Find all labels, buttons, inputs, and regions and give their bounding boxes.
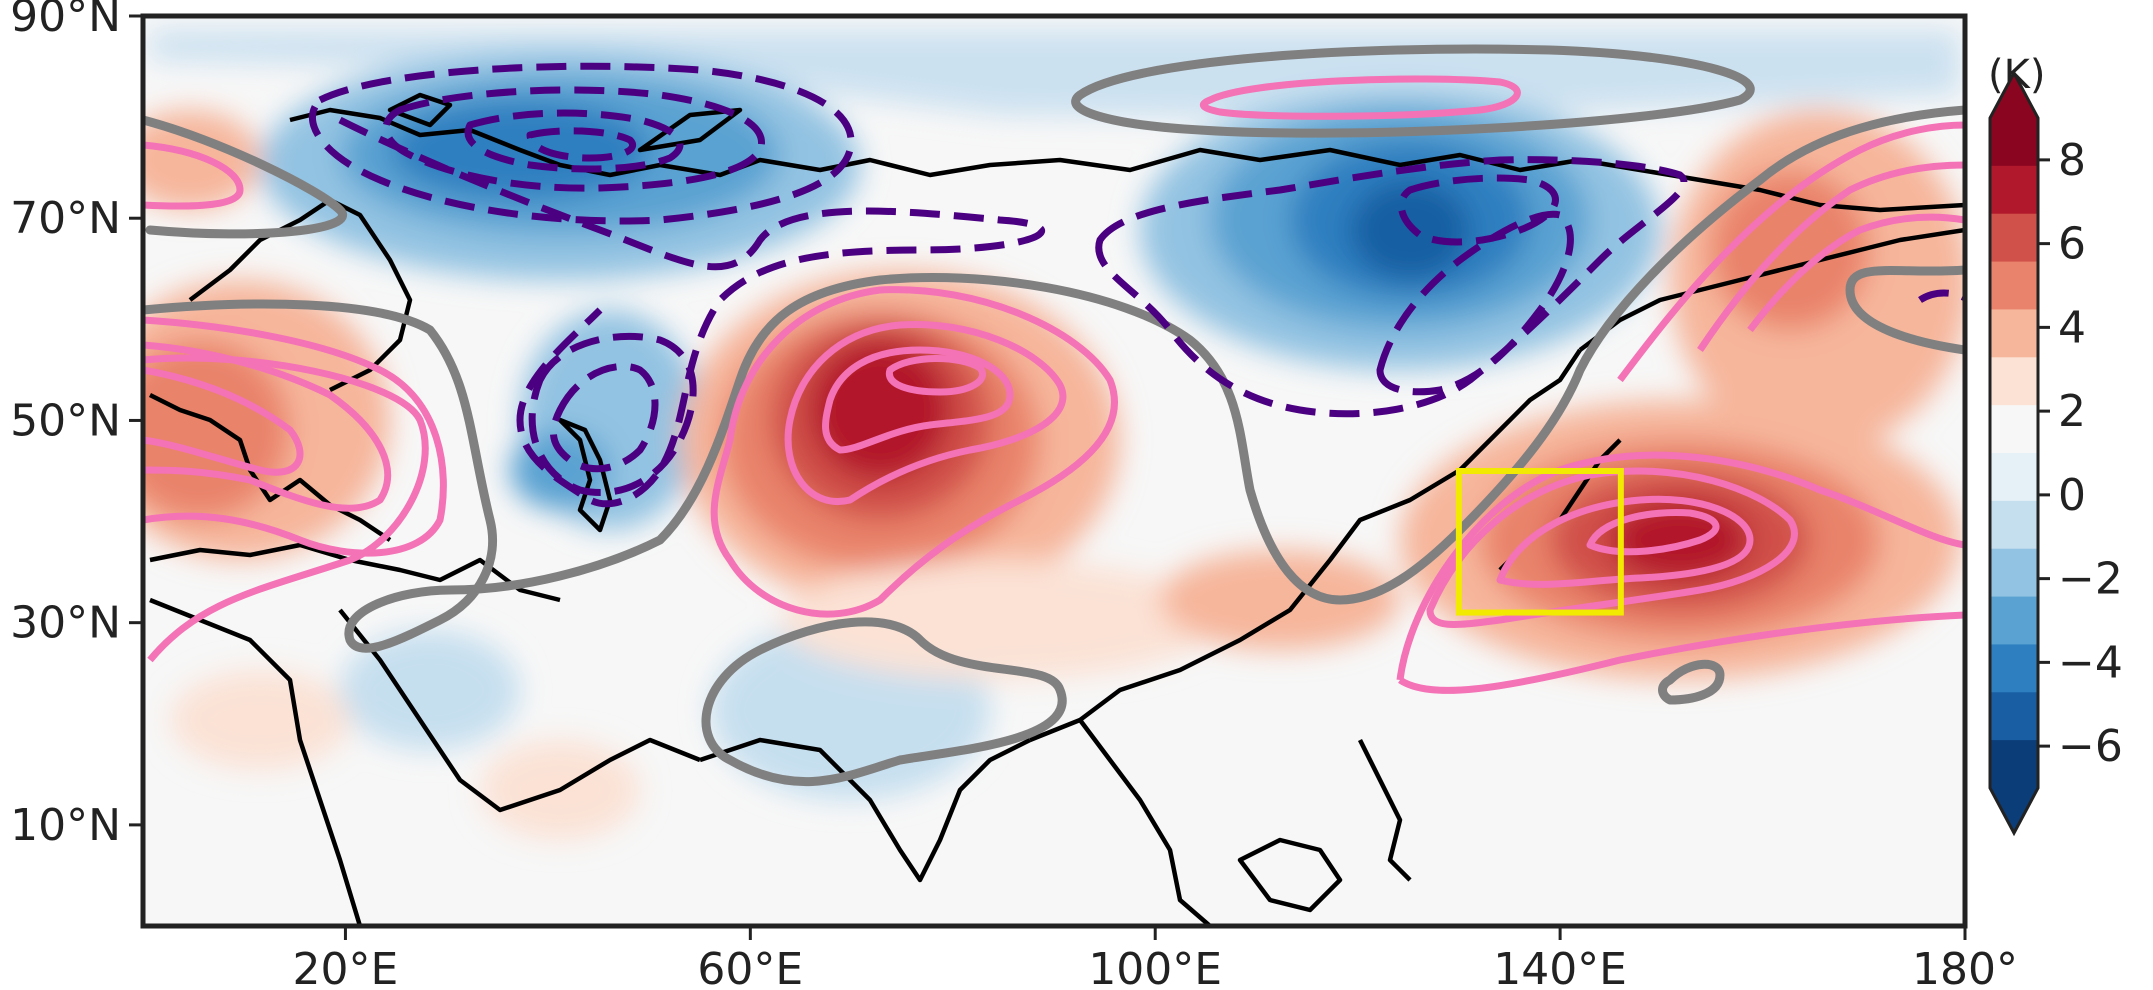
positive-contour-east-2	[1697, 161, 1965, 352]
positive-contour-europe-3	[143, 366, 304, 476]
y-tick-label: 90°N	[10, 0, 121, 42]
colorbar-band	[1990, 548, 2038, 598]
colorbar-band	[1990, 740, 2038, 789]
negative-contour-caspian-1	[528, 332, 697, 497]
positive-contour-europe-2	[143, 341, 392, 512]
positive-contour-east-1	[1617, 121, 1965, 383]
coastline-philippines	[1357, 738, 1412, 882]
colorbar-tick-label: −6	[2058, 721, 2123, 772]
colorbar-band	[1990, 500, 2038, 550]
coastline-arabia	[338, 608, 701, 813]
positive-contour-nw	[143, 141, 244, 210]
positive-contour-east-3	[1747, 213, 1965, 333]
colorbar-band	[1990, 692, 2038, 741]
negative-contour-barents-1	[309, 62, 855, 225]
colorbar-band	[1990, 644, 2038, 693]
negative-contour-caspian-2	[549, 362, 659, 473]
coastline-mediterranean	[149, 542, 561, 603]
negative-contour-siberia-3	[1397, 174, 1559, 246]
positive-contour-japan-1	[1396, 451, 1965, 681]
colorbar-band	[1990, 596, 2038, 645]
positive-contour-east-pacific	[1398, 611, 1965, 694]
zero-contour-pacific-east	[1845, 265, 1965, 355]
positive-contours	[143, 75, 1965, 694]
colorbar-tick-label: −4	[2058, 637, 2123, 688]
negative-contour-east	[1918, 289, 1965, 304]
zero-contour-pacific-small	[1658, 659, 1725, 705]
x-tick-label: 20°E	[293, 944, 399, 990]
zero-contour-europe	[143, 105, 1965, 653]
coastline-borneo	[1237, 837, 1343, 913]
y-tick-label: 10°N	[10, 800, 121, 851]
coastline-caspian	[557, 417, 613, 533]
y-tick-label: 50°N	[10, 395, 121, 446]
positive-contour-europe-outer	[143, 354, 429, 663]
coastline-novaya-zemlya	[637, 107, 743, 153]
coastline-east-asia	[1078, 348, 1582, 722]
positive-contour-central-3	[822, 346, 1014, 454]
zero-contour-india	[701, 617, 1067, 787]
colorbar-tick-label: 2	[2058, 386, 2086, 437]
positive-contour-central-1	[710, 286, 1118, 618]
colorbar-tick-label: 6	[2058, 219, 2086, 270]
colorbar-band	[1990, 309, 2038, 358]
map-panel	[143, 16, 1965, 926]
highlight-region-box	[1455, 468, 1624, 616]
x-tick-label: 140°E	[1493, 944, 1627, 990]
negative-contours	[309, 62, 1965, 508]
negative-contour-siberia-2	[1376, 210, 1574, 396]
colorbar-band	[1990, 165, 2038, 215]
negative-contour-siberia-1	[1095, 156, 1688, 418]
x-axis: 20°E 60°E 100°E 140°E 180°	[293, 926, 2018, 990]
coastline-africa	[149, 597, 363, 926]
coastline-india	[699, 737, 1032, 883]
colorbar-bands	[1990, 73, 2038, 833]
colorbar-ticks: 8 6 4 2 0 −2 −4 −6	[2038, 135, 2123, 772]
colorbar-tick-label: 4	[2058, 302, 2086, 353]
zero-contour-arctic	[1071, 44, 1755, 138]
positive-contour-japan-3	[1496, 495, 1754, 588]
negative-contour-barents-3	[464, 109, 684, 173]
positive-contour-central-2	[784, 320, 1067, 505]
colorbar-band	[1990, 261, 2038, 310]
colorbar-tick-label: −2	[2058, 554, 2123, 605]
positive-contour-arctic	[1199, 75, 1521, 120]
x-tick-label: 100°E	[1088, 944, 1222, 990]
colorbar-extend-top	[1990, 73, 2038, 118]
colorbar-band	[1990, 118, 2038, 167]
negative-contour-barents-2	[382, 86, 765, 192]
coastline-arctic-europe	[289, 107, 1965, 213]
zero-contour-northwest	[143, 115, 347, 239]
colorbar-tick-label: 0	[2058, 470, 2086, 521]
positive-contour-europe-1	[143, 316, 447, 557]
positive-contour-japan-4	[1586, 509, 1720, 556]
colorbar-band	[1990, 213, 2038, 263]
colorbar-frame	[1988, 69, 2040, 837]
colorbar-band	[1990, 357, 2038, 406]
coastline-scandinavia	[188, 197, 413, 393]
coastline-svalbard	[387, 92, 453, 128]
x-tick-label: 180°	[1912, 944, 2018, 990]
positive-contour-central-4	[885, 355, 986, 396]
negative-contour-ural	[338, 116, 1045, 508]
y-axis: 90°N 70°N 50°N 30°N 10°N	[10, 0, 143, 851]
x-tick-label: 60°E	[697, 944, 803, 990]
colorbar-tick-label: 8	[2058, 135, 2086, 186]
y-tick-label: 70°N	[10, 193, 121, 244]
y-tick-label: 30°N	[10, 598, 121, 649]
zero-contours	[143, 44, 1965, 787]
positive-contour-japan-2	[1426, 467, 1798, 628]
colorbar-band	[1990, 453, 2038, 502]
map-frame	[140, 13, 1968, 929]
colorbar-extend-bottom	[1990, 788, 2038, 833]
colorbar-band	[1990, 405, 2038, 454]
negative-contour-barents-4	[526, 127, 636, 162]
